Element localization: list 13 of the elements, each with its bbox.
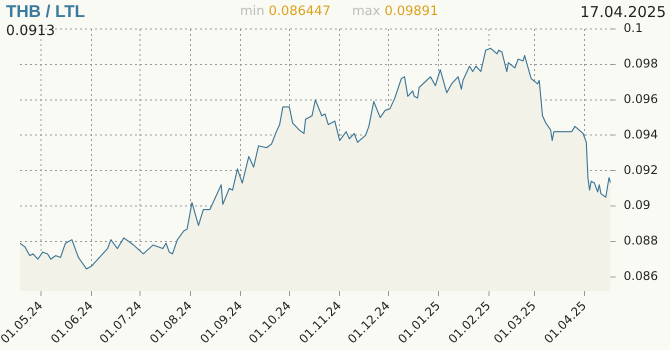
y-tick-label: 0.088 <box>624 234 658 248</box>
chart-title: THB / LTL <box>6 2 85 22</box>
y-tick-label: 0.086 <box>624 268 658 283</box>
y-tick-label: 0.096 <box>624 92 658 106</box>
annotation: 0.0913 <box>6 23 55 39</box>
text: max 0.09891 <box>352 4 438 19</box>
y-tick-label: 0.094 <box>624 127 658 142</box>
text: 17.04.2025 <box>580 3 666 21</box>
y-tick-label: 0.098 <box>624 56 658 71</box>
text: min 0.086447 <box>240 4 331 19</box>
y-tick-label: 0.092 <box>624 162 658 177</box>
y-tick-label: 0.1 <box>624 21 643 36</box>
y-tick-label: 0.09 <box>624 198 650 212</box>
